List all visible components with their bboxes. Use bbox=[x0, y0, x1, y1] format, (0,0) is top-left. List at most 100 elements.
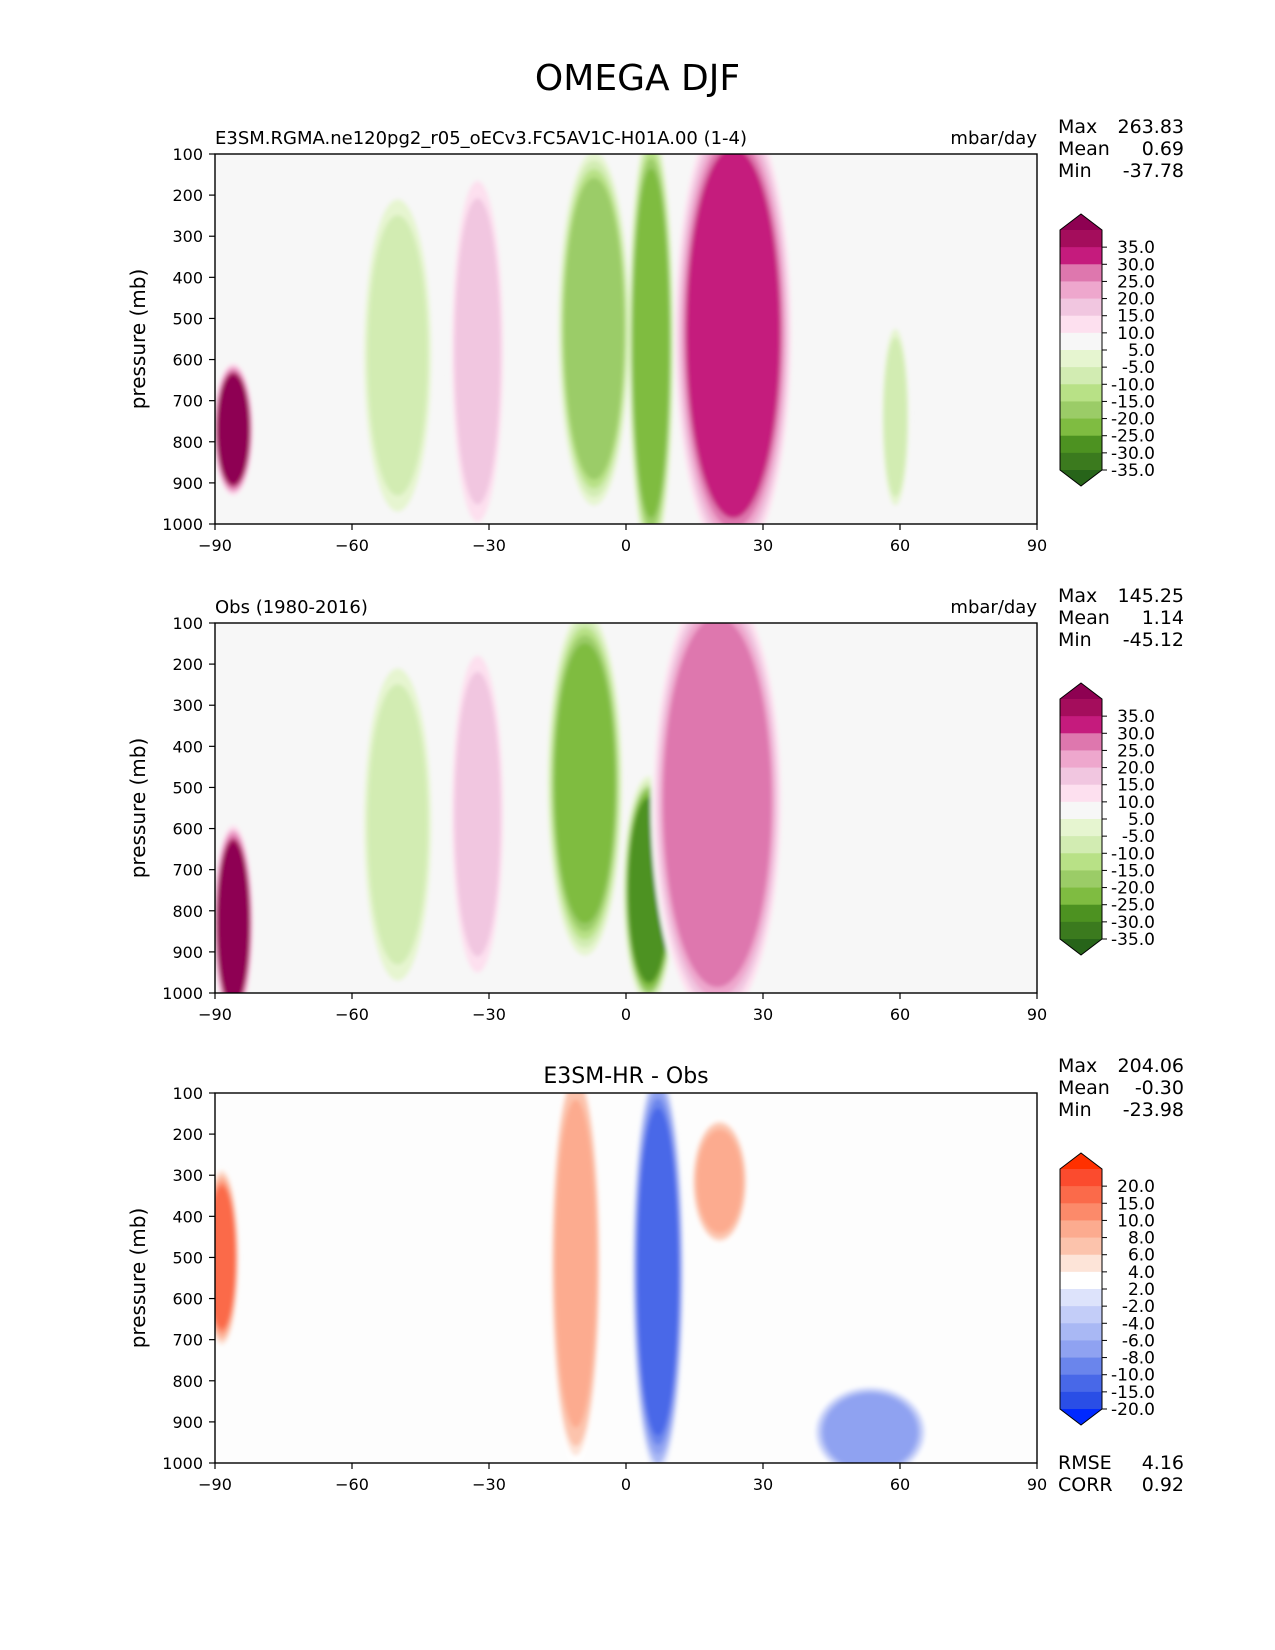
colorbar-swatch bbox=[1060, 921, 1102, 940]
colorbar-label: -25.0 bbox=[1111, 427, 1155, 447]
contour-feature bbox=[555, 1099, 597, 1428]
colorbar-swatch bbox=[1060, 418, 1102, 437]
x-tick-label: −90 bbox=[198, 1475, 232, 1494]
stat-label: Max bbox=[1058, 585, 1097, 607]
contour-field bbox=[215, 623, 784, 993]
colorbar-swatch bbox=[1060, 350, 1102, 368]
colorbar-label: 15.0 bbox=[1117, 307, 1155, 327]
y-tick-label: 200 bbox=[172, 186, 203, 205]
y-axis-label: pressure (mb) bbox=[126, 269, 150, 410]
stat-label: Mean bbox=[1058, 607, 1110, 629]
colorbar-label: -15.0 bbox=[1111, 1383, 1155, 1403]
x-tick-label: 30 bbox=[753, 536, 773, 555]
stat-value: -0.30 bbox=[1135, 1077, 1184, 1099]
colorbar-swatch bbox=[1060, 1357, 1102, 1376]
y-tick-label: 100 bbox=[172, 614, 203, 633]
y-tick-label: 800 bbox=[172, 1372, 203, 1391]
x-tick-label: 0 bbox=[621, 536, 631, 555]
y-tick-label: 900 bbox=[172, 474, 203, 493]
metric-label: CORR bbox=[1058, 1474, 1113, 1496]
x-tick-label: 60 bbox=[890, 1005, 910, 1024]
stat-label: Min bbox=[1058, 629, 1092, 651]
colorbar-label: 8.0 bbox=[1128, 1229, 1155, 1249]
colorbar-swatch bbox=[1060, 716, 1102, 734]
colorbar-swatch bbox=[1060, 264, 1102, 282]
colorbar-label: 5.0 bbox=[1128, 810, 1155, 830]
contour-feature bbox=[367, 215, 428, 496]
contour-feature bbox=[823, 1393, 918, 1463]
colorbar-swatch bbox=[1060, 767, 1102, 786]
colorbar-swatch bbox=[1060, 1169, 1102, 1187]
contour-feature bbox=[663, 623, 772, 988]
colorbar: 35.030.025.020.015.010.05.0-5.0-10.0-15.… bbox=[1059, 682, 1155, 956]
colorbar-swatch bbox=[1060, 853, 1102, 871]
colorbar-label: 35.0 bbox=[1117, 238, 1155, 258]
colorbar-label: -20.0 bbox=[1111, 879, 1155, 899]
y-tick-label: 700 bbox=[172, 1331, 203, 1350]
panel-title: E3SM.RGMA.ne120pg2_r05_oECv3.FC5AV1C-H01… bbox=[215, 128, 747, 149]
colorbar-label: -35.0 bbox=[1111, 930, 1155, 950]
contour-feature bbox=[554, 643, 616, 924]
colorbar-label: -20.0 bbox=[1111, 1400, 1155, 1420]
colorbar-label: -4.0 bbox=[1122, 1314, 1155, 1334]
stat-label: Min bbox=[1058, 160, 1092, 182]
colorbar-swatch bbox=[1060, 332, 1102, 351]
colorbar-swatch bbox=[1060, 1306, 1102, 1324]
colorbar-swatch bbox=[1060, 1220, 1102, 1239]
colorbar-swatch bbox=[1060, 367, 1102, 385]
colorbar-label: 20.0 bbox=[1117, 1177, 1155, 1197]
y-tick-label: 400 bbox=[172, 1207, 203, 1226]
colorbar-label: -6.0 bbox=[1122, 1331, 1155, 1351]
colorbar-swatch bbox=[1060, 1271, 1102, 1290]
colorbar-swatch bbox=[1060, 1237, 1102, 1256]
colorbar-swatch bbox=[1060, 733, 1102, 751]
contour-feature bbox=[217, 843, 250, 993]
x-tick-label: 90 bbox=[1027, 536, 1047, 555]
colorbar-label: 5.0 bbox=[1128, 341, 1155, 361]
y-tick-label: 600 bbox=[172, 1290, 203, 1309]
colorbar-swatch bbox=[1060, 247, 1102, 265]
y-tick-label: 700 bbox=[172, 392, 203, 411]
x-tick-label: 0 bbox=[621, 1005, 631, 1024]
colorbar-swatch bbox=[1060, 1186, 1102, 1204]
colorbar-swatch bbox=[1060, 870, 1102, 889]
contour-feature bbox=[696, 1129, 743, 1234]
colorbar-label: 6.0 bbox=[1128, 1246, 1155, 1266]
colorbar-swatch bbox=[1060, 1391, 1102, 1410]
x-tick-label: 60 bbox=[890, 536, 910, 555]
y-tick-label: 1000 bbox=[162, 1454, 203, 1473]
x-tick-label: −90 bbox=[198, 1005, 232, 1024]
y-tick-label: 100 bbox=[172, 1084, 203, 1103]
colorbar-label: 15.0 bbox=[1117, 776, 1155, 796]
colorbar-label: -5.0 bbox=[1122, 358, 1155, 378]
colorbar-label: -10.0 bbox=[1111, 375, 1155, 395]
x-tick-label: −60 bbox=[335, 1005, 369, 1024]
colorbar-label: -15.0 bbox=[1111, 392, 1155, 412]
y-tick-label: 500 bbox=[172, 309, 203, 328]
contour-feature bbox=[686, 154, 781, 519]
y-tick-label: 100 bbox=[172, 145, 203, 164]
colorbar-label: 25.0 bbox=[1117, 272, 1155, 292]
colorbar-label: -35.0 bbox=[1111, 461, 1155, 481]
colorbar: 35.030.025.020.015.010.05.0-5.0-10.0-15.… bbox=[1059, 213, 1155, 487]
colorbar-label: -30.0 bbox=[1111, 444, 1155, 464]
contour-feature bbox=[367, 684, 428, 965]
stat-value: -23.98 bbox=[1123, 1099, 1184, 1121]
y-tick-label: 800 bbox=[172, 433, 203, 452]
contour-feature bbox=[454, 671, 501, 957]
y-tick-label: 500 bbox=[172, 1248, 203, 1267]
colorbar-swatch bbox=[1060, 1323, 1102, 1341]
y-tick-label: 800 bbox=[172, 902, 203, 921]
colorbar-swatch bbox=[1060, 281, 1102, 300]
y-tick-label: 700 bbox=[172, 861, 203, 880]
colorbar-swatch bbox=[1060, 401, 1102, 420]
x-tick-label: 0 bbox=[621, 1475, 631, 1494]
y-axis-label: pressure (mb) bbox=[126, 738, 150, 879]
colorbar-label: 4.0 bbox=[1128, 1263, 1155, 1283]
colorbar-label: 30.0 bbox=[1117, 724, 1155, 744]
contour-feature bbox=[217, 375, 250, 484]
x-tick-label: 30 bbox=[753, 1005, 773, 1024]
colorbar-extend-top bbox=[1060, 1153, 1102, 1169]
